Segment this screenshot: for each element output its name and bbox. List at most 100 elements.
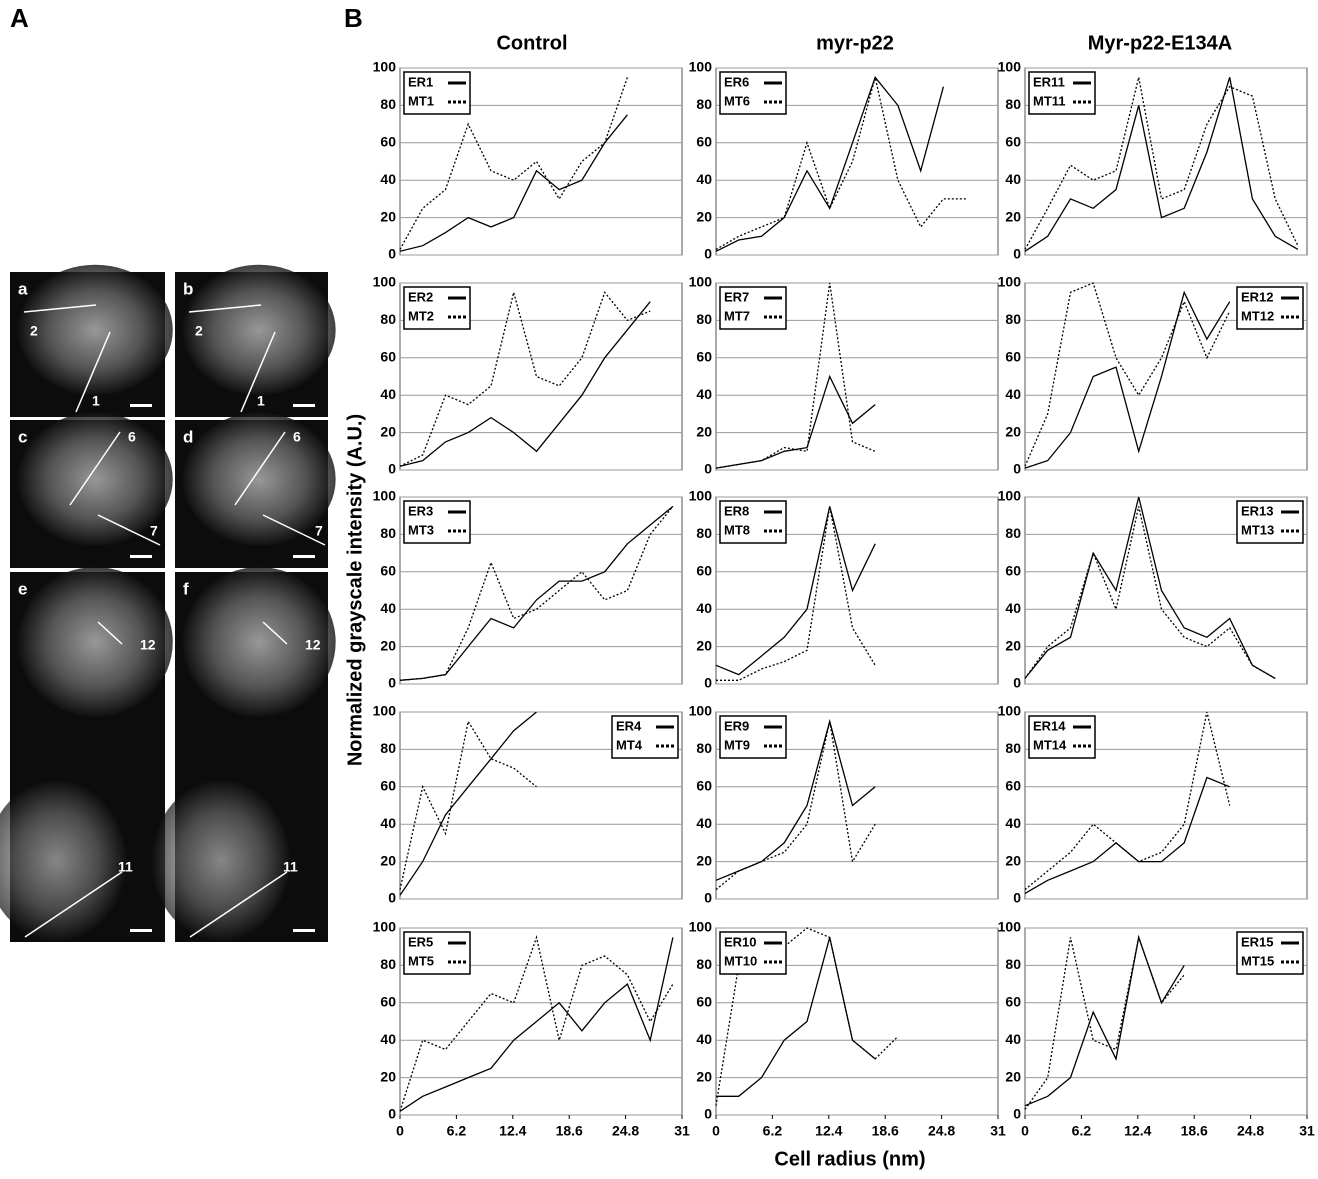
x-tick-label: 18.6 — [556, 1123, 583, 1139]
y-tick-label: 80 — [380, 96, 396, 112]
x-tick-label: 31 — [1299, 1123, 1315, 1139]
legend-box — [1236, 500, 1304, 544]
y-tick-label: 60 — [696, 349, 712, 365]
y-tick-label: 60 — [696, 134, 712, 150]
profile-line-label: 12 — [305, 637, 321, 653]
cell-glow — [182, 412, 336, 546]
x-tick-label: 0 — [1021, 1123, 1029, 1139]
legend-label: MT11 — [1033, 93, 1066, 108]
y-axis-label: Normalized grayscale intensity (A.U.) — [344, 414, 366, 766]
y-tick-label: 40 — [380, 386, 396, 402]
y-tick-label: 40 — [380, 815, 396, 831]
series-line — [399, 114, 628, 252]
y-tick-label: 0 — [704, 890, 712, 906]
y-tick-label: 20 — [1005, 208, 1021, 224]
legend-box — [1236, 286, 1304, 330]
series-line — [399, 77, 629, 250]
series-line — [399, 935, 674, 1112]
micrograph-label: e — [18, 579, 27, 598]
legend-box — [719, 715, 787, 759]
y-tick-label: 100 — [998, 919, 1022, 935]
y-tick-label: 0 — [388, 461, 396, 477]
cell-glow — [0, 780, 127, 941]
cell-glow — [17, 264, 173, 396]
legend-label: ER11 — [1033, 74, 1065, 89]
legend-box — [611, 715, 679, 759]
y-tick-label: 100 — [998, 488, 1022, 504]
legend-label: ER4 — [616, 718, 642, 733]
legend-label: ER8 — [724, 503, 749, 518]
x-tick-label: 6.2 — [447, 1123, 467, 1139]
column-title: Control — [496, 32, 567, 54]
cell-glow — [182, 264, 336, 396]
series-line — [715, 77, 967, 250]
series-line — [1024, 776, 1230, 894]
y-tick-label: 20 — [696, 208, 712, 224]
legend-label: MT1 — [408, 93, 434, 108]
y-tick-label: 80 — [696, 311, 712, 327]
profile-line — [23, 304, 97, 313]
series-line — [715, 927, 899, 1106]
legend-label: ER2 — [408, 289, 433, 304]
legend-label: MT12 — [1241, 308, 1274, 323]
profile-line — [97, 514, 161, 546]
series-line — [715, 506, 876, 676]
y-tick-label: 20 — [1005, 1068, 1021, 1084]
micrograph: c 6 7 — [10, 412, 173, 568]
y-tick-label: 60 — [1005, 349, 1021, 365]
y-tick-label: 40 — [380, 1031, 396, 1047]
legend-label: MT14 — [1033, 737, 1067, 752]
series-line — [399, 505, 674, 681]
micrograph: b 2 1 — [175, 264, 336, 417]
series-line — [715, 75, 945, 252]
y-tick-label: 80 — [380, 740, 396, 756]
legend-box — [719, 286, 787, 330]
x-tick-label: 12.4 — [815, 1123, 842, 1139]
profile-line-label: 11 — [118, 859, 133, 875]
x-tick-label: 24.8 — [928, 1123, 955, 1139]
y-tick-label: 60 — [380, 134, 396, 150]
legend-label: ER13 — [1241, 503, 1274, 518]
y-tick-label: 80 — [696, 956, 712, 972]
y-tick-label: 60 — [1005, 994, 1021, 1010]
x-tick-label: 18.6 — [1181, 1123, 1208, 1139]
series-line — [1024, 496, 1276, 679]
legend-label: ER15 — [1241, 934, 1274, 949]
micrograph: f 12 11 — [152, 567, 336, 942]
legend-label: MT5 — [408, 953, 434, 968]
legend-label: MT6 — [724, 93, 750, 108]
y-tick-label: 40 — [696, 600, 712, 616]
x-tick-label: 31 — [674, 1123, 690, 1139]
y-tick-label: 0 — [1013, 890, 1021, 906]
series-line — [399, 937, 674, 1112]
scale-bar — [130, 555, 152, 558]
y-tick-label: 0 — [1013, 461, 1021, 477]
legend-box — [719, 500, 787, 544]
panel-label: A — [10, 3, 29, 33]
series-line — [1024, 282, 1231, 467]
series-line — [399, 711, 537, 896]
scale-bar — [130, 929, 152, 932]
profile-line-label: 7 — [315, 523, 323, 539]
y-tick-label: 20 — [696, 1068, 712, 1084]
legend-box — [1028, 715, 1096, 759]
y-tick-label: 100 — [373, 919, 397, 935]
scale-bar — [293, 555, 315, 558]
micrograph-label: b — [183, 279, 193, 298]
legend-label: MT15 — [1241, 953, 1274, 968]
series-line — [1024, 934, 1185, 1107]
micrograph: e 12 11 — [0, 567, 173, 942]
micrograph: a 2 1 — [10, 264, 173, 417]
series-line — [1024, 506, 1276, 679]
y-tick-label: 100 — [373, 59, 397, 75]
y-tick-label: 40 — [1005, 386, 1021, 402]
profile-line-label: 2 — [195, 323, 203, 339]
series-line — [715, 374, 876, 469]
y-tick-label: 80 — [1005, 525, 1021, 541]
y-tick-label: 80 — [380, 956, 396, 972]
x-tick-label: 24.8 — [1237, 1123, 1264, 1139]
legend-label: ER10 — [724, 934, 757, 949]
y-tick-label: 40 — [696, 386, 712, 402]
profile-line — [97, 621, 123, 645]
y-tick-label: 40 — [380, 171, 396, 187]
